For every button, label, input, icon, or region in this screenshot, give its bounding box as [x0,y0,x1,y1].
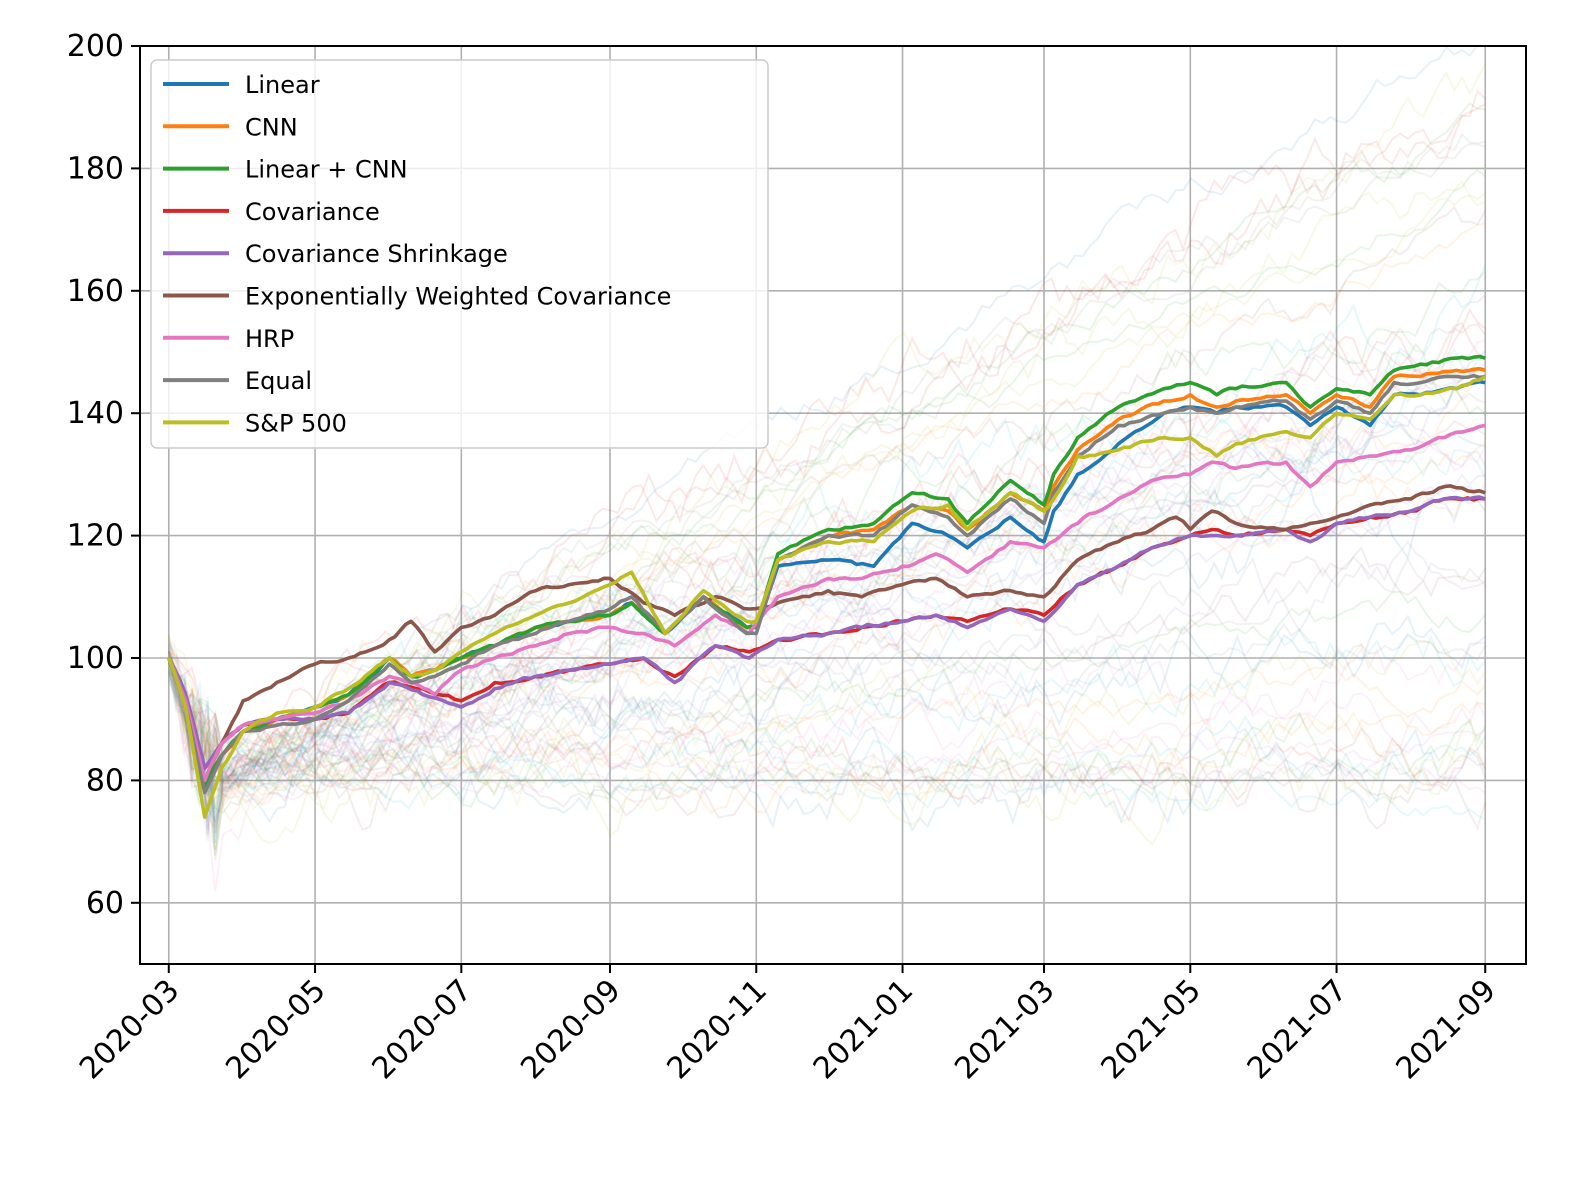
y-tick-label: 200 [67,29,124,64]
legend-entry-label: S&P 500 [245,409,347,437]
background-trace [167,347,1486,821]
background-trace [167,654,1486,834]
y-tick-label: 140 [67,396,124,431]
background-trace [167,671,1487,833]
background-trace [167,342,1486,775]
background-trace [167,659,1487,806]
legend-entry-label: Equal [245,367,312,395]
y-tick-label: 60 [86,886,124,921]
background-trace [167,653,1486,802]
background-trace [168,385,1486,824]
plot-frame [139,45,1527,965]
background-trace [167,132,1486,797]
background-trace [167,442,1486,790]
background-trace [167,142,1486,850]
legend-entry-label: Covariance [245,198,380,226]
legend-entry-label: CNN [245,113,298,141]
series-lines [167,354,1487,819]
background-trace [167,622,1487,797]
y-axis: 60 80 100 120 140 160 180 200 [67,29,140,921]
y-tick-label: 160 [67,274,124,309]
background-trace [167,482,1486,793]
series-line [167,495,1486,771]
series-line [167,484,1486,783]
legend-box [150,59,769,449]
series-line [167,374,1487,819]
background-trace [167,433,1487,805]
background-trace [168,374,1486,831]
background-trace [167,636,1487,847]
background-trace [167,651,1487,808]
background-trace [167,339,1486,810]
background-trace [167,641,1486,892]
background-trace [167,366,1486,860]
y-tick-label: 180 [67,151,124,186]
background-trace [167,660,1486,799]
background-trace [168,651,1487,842]
y-tick-label: 80 [86,763,124,798]
legend-entry-label: Linear + CNN [245,156,408,184]
legend: Linear CNN Linear + CNN Covariance Covarianc… [150,59,769,449]
background-trace [167,646,1487,831]
legend-entry-label: Exponentially Weighted Covariance [245,283,671,311]
background-trace [168,205,1487,810]
background-trace [167,179,1486,805]
background-trace [167,424,1486,787]
background-trace [168,103,1486,833]
background-trace [167,169,1486,807]
y-tick-label: 120 [67,519,124,554]
background-trace [167,472,1487,823]
background-trace [167,546,1487,803]
legend-entry-label: Covariance Shrinkage [245,240,508,268]
background-trace [168,627,1486,844]
background-trace [167,540,1486,779]
background-trace [167,614,1486,837]
series-line [167,373,1486,795]
background-trace [167,270,1486,856]
legend-entry-label: HRP [245,325,294,353]
background-trace [167,637,1487,837]
background-trace [167,323,1487,783]
y-tick-label: 100 [67,641,124,676]
background-trace [167,264,1487,786]
background-trace [167,642,1487,834]
background-trace [167,420,1486,780]
background-trace [167,64,1487,802]
background-trace [167,658,1486,809]
background-trace [167,590,1486,815]
background-trace [167,192,1486,851]
background-trace [167,662,1486,822]
background-trace [167,350,1486,831]
legend-entry-label: Linear [245,71,320,99]
background-trace [167,674,1486,815]
background-trace [167,639,1487,823]
series-line [167,423,1486,783]
background-trace [167,556,1486,844]
background-trace [167,361,1486,837]
